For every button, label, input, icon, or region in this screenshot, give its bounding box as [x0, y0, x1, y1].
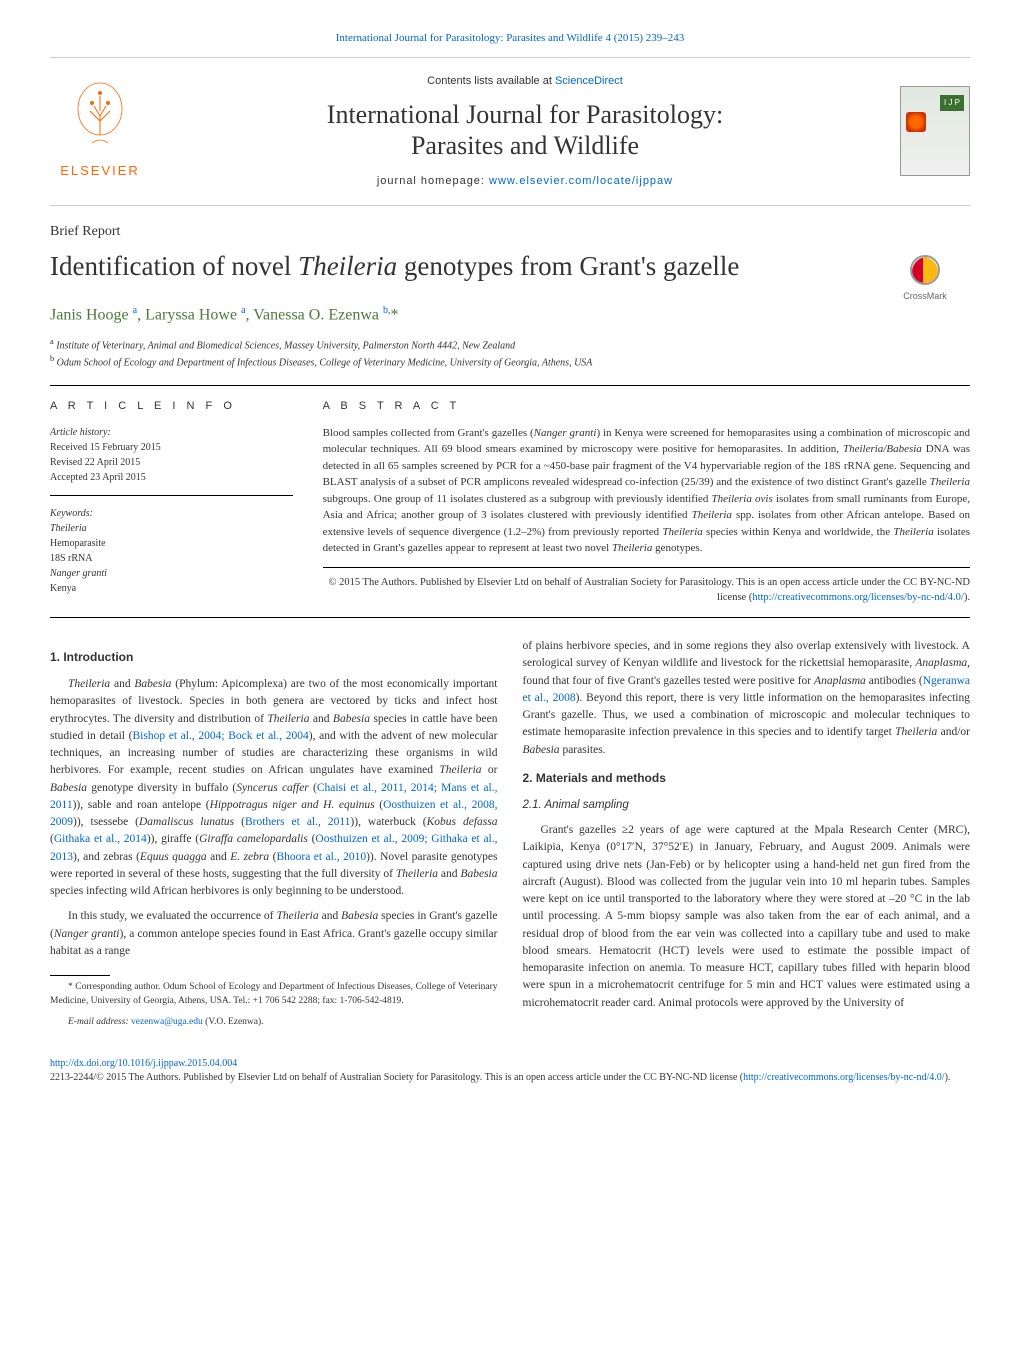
publisher-logo: ELSEVIER [50, 81, 150, 181]
keyword-0: Theileria [50, 521, 293, 536]
abstract-column: A B S T R A C T Blood samples collected … [308, 386, 970, 617]
footer-block: http://dx.doi.org/10.1016/j.ijppaw.2015.… [50, 1057, 970, 1085]
crossmark-icon [910, 255, 940, 285]
keyword-3: Nanger granti [50, 566, 293, 581]
received-date: Received 15 February 2015 [50, 440, 293, 455]
wildlife-icon [906, 112, 926, 132]
section-2-title: 2. Materials and methods [523, 769, 971, 787]
keywords-block: Keywords: Theileria Hemoparasite 18S rRN… [50, 506, 293, 596]
contents-line: Contents lists available at ScienceDirec… [150, 73, 900, 90]
corresponding-author-footnote: * Corresponding author. Odum School of E… [50, 981, 498, 1008]
sciencedirect-link[interactable]: ScienceDirect [555, 75, 623, 87]
homepage-link[interactable]: www.elsevier.com/locate/ijppaw [489, 175, 673, 187]
affiliations: a Institute of Veterinary, Animal and Bi… [50, 336, 970, 371]
info-abstract-block: A R T I C L E I N F O Article history: R… [50, 385, 970, 618]
doi-link[interactable]: http://dx.doi.org/10.1016/j.ijppaw.2015.… [50, 1058, 237, 1069]
affiliation-b: b Odum School of Ecology and Department … [50, 353, 970, 370]
article-title: Identification of novel Theileria genoty… [50, 250, 739, 282]
homepage-line: journal homepage: www.elsevier.com/locat… [150, 173, 900, 190]
elsevier-tree-icon [70, 81, 130, 156]
email-link[interactable]: vezenwa@uga.edu [131, 1017, 203, 1027]
authors: Janis Hooge a, Laryssa Howe a, Vanessa O… [50, 303, 970, 327]
methods-p1: Grant's gazelles ≥2 years of age were ca… [523, 822, 971, 1012]
crossmark-label: CrossMark [880, 290, 970, 304]
accepted-date: Accepted 23 April 2015 [50, 470, 293, 485]
article-info-header: A R T I C L E I N F O [50, 398, 293, 415]
intro-continue: of plains herbivore species, and in some… [523, 638, 971, 759]
contents-prefix: Contents lists available at [427, 75, 555, 87]
email-footnote: E-mail address: vezenwa@uga.edu (V.O. Ez… [50, 1016, 498, 1029]
keyword-1: Hemoparasite [50, 536, 293, 551]
copyright-line: © 2015 The Authors. Published by Elsevie… [323, 576, 970, 605]
top-citation: International Journal for Parasitology: … [50, 30, 970, 47]
title-row: Identification of novel Theileria genoty… [50, 250, 970, 304]
homepage-prefix: journal homepage: [377, 175, 489, 187]
top-citation-link[interactable]: International Journal for Parasitology: … [336, 32, 685, 44]
journal-center: Contents lists available at ScienceDirec… [150, 73, 900, 190]
cover-thumbnail: I J P [900, 86, 970, 176]
intro-p1: Theileria and Babesia (Phylum: Apicomple… [50, 676, 498, 900]
affiliation-a: a Institute of Veterinary, Animal and Bi… [50, 336, 970, 353]
section-label: Brief Report [50, 221, 970, 242]
column-left: 1. Introduction Theileria and Babesia (P… [50, 638, 498, 1037]
history-label: Article history: [50, 425, 293, 440]
keywords-label: Keywords: [50, 506, 293, 521]
footnote-divider [50, 975, 110, 976]
keyword-2: 18S rRNA [50, 551, 293, 566]
abstract-text: Blood samples collected from Grant's gaz… [323, 425, 970, 568]
history-block: Article history: Received 15 February 20… [50, 425, 293, 496]
section-1-title: 1. Introduction [50, 648, 498, 666]
journal-title: International Journal for Parasitology:P… [150, 99, 900, 161]
issn-copyright: 2213-2244/© 2015 The Authors. Published … [50, 1071, 970, 1085]
keyword-4: Kenya [50, 581, 293, 596]
column-right: of plains herbivore species, and in some… [523, 638, 971, 1037]
email-suffix: (V.O. Ezenwa). [205, 1017, 263, 1027]
publisher-name: ELSEVIER [50, 161, 150, 181]
revised-date: Revised 22 April 2015 [50, 455, 293, 470]
section-2-1-title: 2.1. Animal sampling [523, 797, 971, 814]
intro-p2: In this study, we evaluated the occurren… [50, 908, 498, 960]
article-info: A R T I C L E I N F O Article history: R… [50, 386, 308, 617]
journal-header: ELSEVIER Contents lists available at Sci… [50, 57, 970, 206]
email-label: E-mail address: [68, 1017, 129, 1027]
body-columns: 1. Introduction Theileria and Babesia (P… [50, 638, 970, 1037]
abstract-header: A B S T R A C T [323, 398, 970, 415]
crossmark-badge[interactable]: CrossMark [880, 255, 970, 304]
ijp-badge: I J P [940, 95, 964, 111]
